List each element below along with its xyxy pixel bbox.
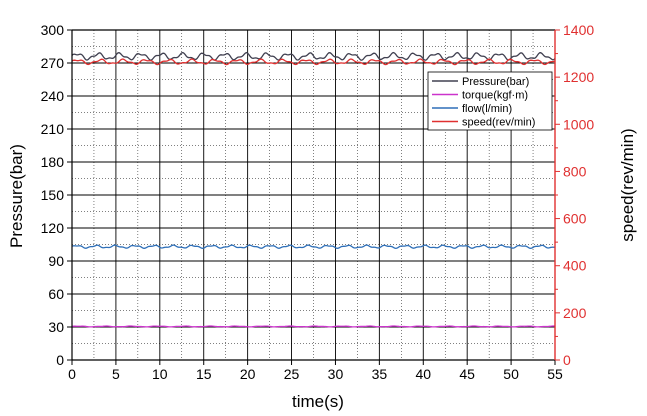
x-tick-label: 5: [112, 366, 120, 382]
series-line-2: [71, 244, 556, 250]
legend-label: flow(l/min): [462, 103, 512, 115]
x-tick-label: 10: [152, 366, 168, 382]
x-tick-label: 25: [284, 366, 300, 382]
y-left-tick-label: 0: [56, 352, 64, 368]
series-line-3: [71, 58, 556, 66]
y-right-tick-label: 800: [563, 163, 587, 179]
x-tick-label: 45: [459, 366, 475, 382]
y-right-tick-label: 0: [563, 352, 571, 368]
y-left-tick-label: 90: [48, 253, 64, 269]
y-left-tick-label: 150: [41, 187, 65, 203]
x-tick-label: 40: [415, 366, 431, 382]
x-tick-label: 55: [547, 366, 563, 382]
legend: Pressure(bar) torque(kgf·m)flow(l/min) spe…: [427, 71, 553, 131]
y-axis-right-title: speed(rev/min): [618, 128, 637, 241]
legend-label: speed(rev/min): [462, 117, 535, 129]
y-left-tick-label: 210: [41, 121, 65, 137]
y-right-tick-label: 200: [563, 305, 587, 321]
y-left-tick-label: 120: [41, 220, 65, 236]
y-right-tick-label: 1000: [563, 116, 594, 132]
y-left-tick-label: 300: [41, 22, 65, 38]
x-tick-label: 15: [196, 366, 212, 382]
x-tick-label: 0: [68, 366, 76, 382]
x-tick-label: 50: [503, 366, 519, 382]
axis-layer: 0 5 10 15 20 25 30 35 40 45 50 55030609012015018021…: [41, 22, 595, 382]
y-right-tick-label: 400: [563, 258, 587, 274]
series-line-0: [71, 51, 556, 61]
series-layer: [71, 51, 556, 328]
y-right-tick-label: 600: [563, 211, 587, 227]
series-line-1: [71, 325, 556, 328]
legend-label: Pressure(bar): [462, 76, 529, 88]
x-tick-label: 20: [240, 366, 256, 382]
y-axis-left-title: Pressure(bar): [7, 144, 26, 248]
y-left-tick-label: 270: [41, 55, 65, 71]
x-tick-label: 30: [328, 366, 344, 382]
y-left-tick-label: 240: [41, 88, 65, 104]
y-right-tick-label: 1400: [563, 22, 594, 38]
x-axis-title: time(s): [292, 392, 344, 411]
x-tick-label: 35: [372, 366, 388, 382]
y-right-tick-label: 1200: [563, 69, 594, 85]
y-left-tick-label: 30: [48, 319, 64, 335]
y-left-tick-label: 60: [48, 286, 64, 302]
legend-label: torque(kgf·m): [462, 90, 528, 102]
y-left-tick-label: 180: [41, 154, 65, 170]
